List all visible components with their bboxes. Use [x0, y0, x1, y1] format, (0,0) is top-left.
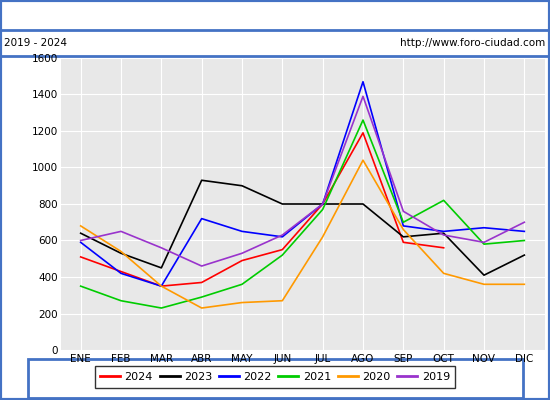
Text: Evolucion Nº Turistas Nacionales en el municipio de Morales de Toro: Evolucion Nº Turistas Nacionales en el m… — [40, 8, 510, 22]
Legend: 2024, 2023, 2022, 2021, 2020, 2019: 2024, 2023, 2022, 2021, 2020, 2019 — [95, 366, 455, 388]
Text: http://www.foro-ciudad.com: http://www.foro-ciudad.com — [400, 38, 546, 48]
Bar — [28, 358, 522, 398]
Text: 2019 - 2024: 2019 - 2024 — [4, 38, 68, 48]
